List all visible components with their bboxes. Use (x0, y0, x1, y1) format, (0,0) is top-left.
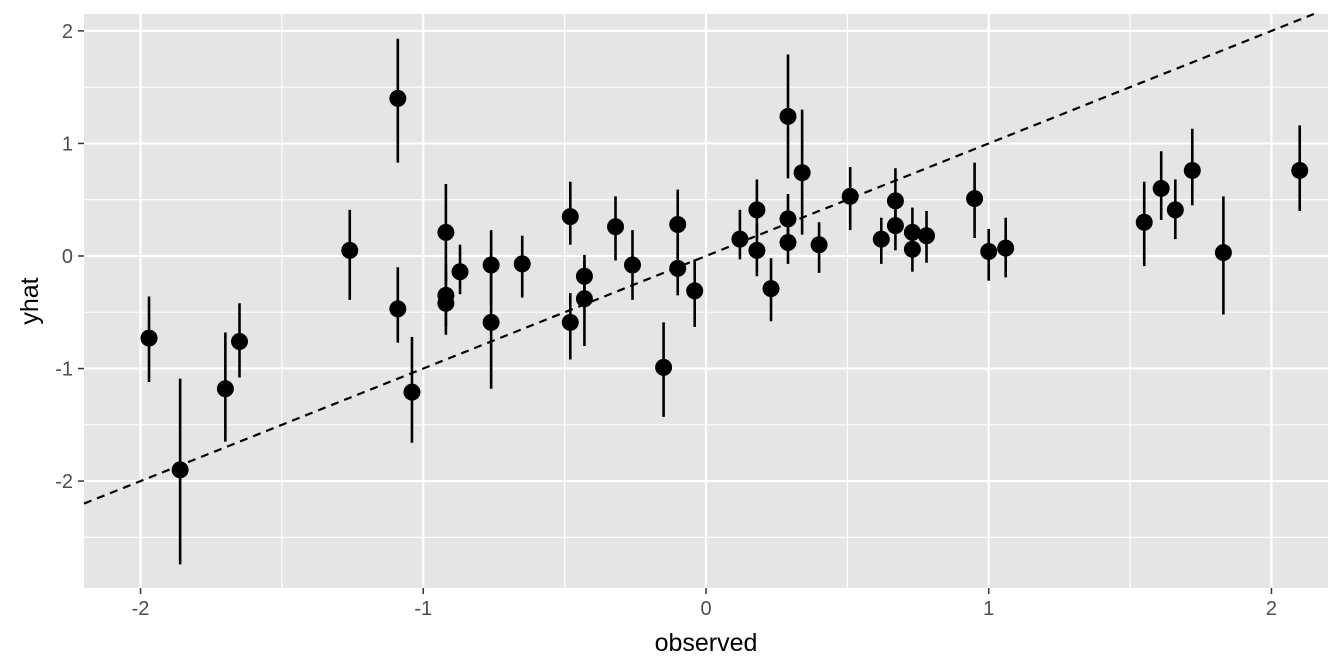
x-axis-title: observed (655, 629, 758, 657)
data-point (762, 280, 780, 298)
x-tick-label: -2 (132, 598, 150, 620)
data-point (810, 236, 828, 254)
x-tick-label: 1 (983, 598, 994, 620)
data-point (669, 215, 687, 233)
data-point (1152, 179, 1170, 197)
data-point (140, 329, 158, 347)
y-axis: -2 -1 0 1 2 (55, 21, 84, 493)
data-point (341, 241, 359, 259)
data-point (997, 239, 1015, 257)
y-tick-label: -2 (55, 471, 73, 493)
data-point (966, 190, 984, 208)
y-tick-label: -1 (55, 359, 73, 381)
data-point (669, 259, 687, 277)
data-point (1214, 244, 1232, 262)
data-point (1183, 161, 1201, 179)
data-point (903, 240, 921, 258)
data-point (903, 223, 921, 241)
data-point (1166, 201, 1184, 219)
data-point (216, 380, 234, 398)
data-point (561, 208, 579, 226)
data-point (437, 294, 455, 312)
data-point (437, 223, 455, 241)
data-point (748, 201, 766, 219)
data-point (482, 256, 500, 274)
data-point (623, 256, 641, 274)
data-point (451, 263, 469, 281)
data-point (1135, 213, 1153, 231)
data-point (886, 217, 904, 235)
data-point (793, 164, 811, 182)
data-point (561, 313, 579, 331)
data-point (686, 282, 704, 300)
x-tick-label: 0 (700, 598, 711, 620)
data-point (731, 230, 749, 248)
data-point (607, 218, 625, 236)
data-point (779, 107, 797, 125)
data-point (779, 233, 797, 251)
x-axis: -2 -1 0 1 2 (132, 588, 1277, 620)
data-point (403, 383, 421, 401)
x-tick-label: 2 (1266, 598, 1277, 620)
x-tick-label: -1 (414, 598, 432, 620)
major-grid (84, 14, 1328, 588)
data-point (841, 187, 859, 205)
data-point (389, 89, 407, 107)
data-point (575, 290, 593, 308)
data-point (1291, 161, 1309, 179)
data-point (513, 255, 531, 273)
data-point (872, 230, 890, 248)
data-point (779, 210, 797, 228)
y-tick-label: 0 (62, 246, 73, 268)
y-tick-label: 2 (62, 21, 73, 43)
data-point (886, 192, 904, 210)
data-point (171, 461, 189, 479)
data-point (748, 241, 766, 259)
identity-reference-line (83, 12, 1315, 505)
data-point (389, 300, 407, 318)
data-point (575, 267, 593, 285)
data-point (655, 358, 673, 376)
y-axis-title: yhat (16, 277, 44, 324)
y-tick-label: 1 (62, 133, 73, 155)
data-point (231, 333, 248, 351)
data-point (482, 313, 500, 331)
data-points (140, 89, 1309, 479)
data-point (980, 242, 998, 260)
data-point (918, 227, 936, 245)
